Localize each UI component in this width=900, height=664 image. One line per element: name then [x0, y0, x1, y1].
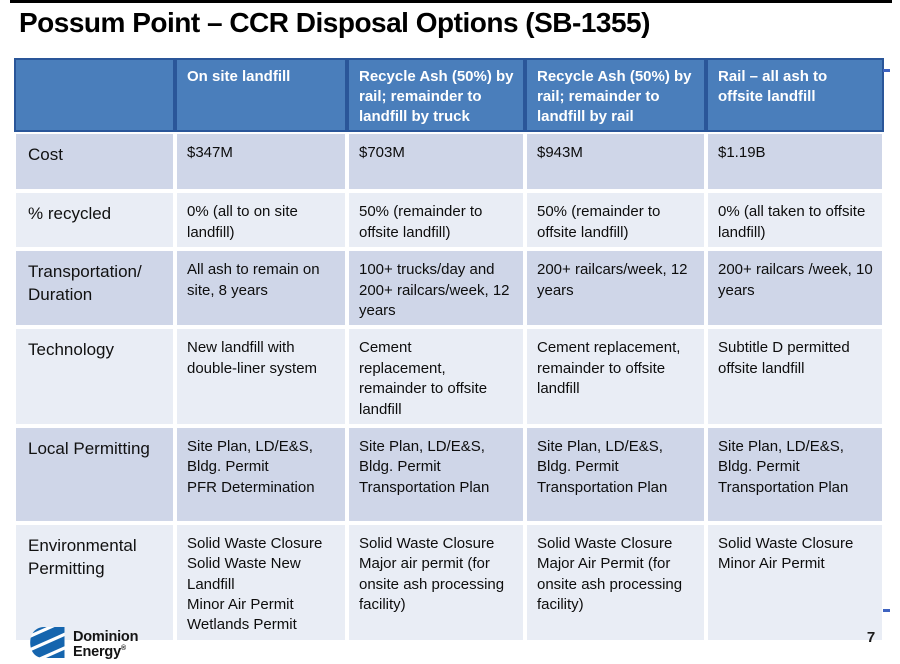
table-cell: 200+ railcars /week, 10 years — [706, 249, 884, 328]
table-cell: $703M — [347, 132, 525, 192]
table-row-recycled: % recycled 0% (all to on site landfill) … — [14, 191, 884, 250]
disposal-options-table: On site landfill Recycle Ash (50%) by ra… — [14, 58, 884, 642]
table-row-technology: Technology New landfill with double-line… — [14, 327, 884, 426]
table-cell: $347M — [175, 132, 347, 192]
table-cell: Subtitle D permitted offsite landfill — [706, 327, 884, 426]
table-cell: Solid Waste Closure Minor Air Permit — [706, 522, 884, 642]
dominion-energy-logo: Dominion Energy® — [29, 626, 138, 664]
table-cell: 50% (remainder to offsite landfill) — [525, 191, 706, 250]
table-cell: Site Plan, LD/E&S, Bldg. Permit PFR Dete… — [175, 425, 347, 523]
table-cell: Site Plan, LD/E&S, Bldg. Permit Transpor… — [347, 425, 525, 523]
column-header-recycle-truck: Recycle Ash (50%) by rail; remainder to … — [347, 58, 525, 133]
column-header-recycle-rail: Recycle Ash (50%) by rail; remainder to … — [525, 58, 706, 133]
row-label: Technology — [14, 327, 175, 426]
row-label: Local Permitting — [14, 425, 175, 523]
column-header-blank — [14, 58, 175, 133]
page-number: 7 — [866, 629, 876, 646]
column-header-rail-all: Rail – all ash to offsite landfill — [706, 58, 884, 133]
table-cell: Cement replacement, remainder to offsite… — [347, 327, 525, 426]
table-cell: $943M — [525, 132, 706, 192]
top-border-rule — [10, 0, 892, 3]
table-cell: $1.19B — [706, 132, 884, 192]
table-cell: Cement replacement, remainder to offsite… — [525, 327, 706, 426]
table-cell: Solid Waste Closure Solid Waste New Land… — [175, 522, 347, 642]
table-cell: 0% (all to on site landfill) — [175, 191, 347, 250]
dominion-energy-wordmark: Dominion Energy® — [73, 629, 139, 660]
table-row-cost: Cost $347M $703M $943M $1.19B — [14, 132, 884, 192]
table-cell: 100+ trucks/day and 200+ railcars/week, … — [347, 249, 525, 328]
row-label: Transportation/ Duration — [14, 249, 175, 328]
table-cell: Solid Waste Closure Major Air Permit (fo… — [525, 522, 706, 642]
page-title: Possum Point – CCR Disposal Options (SB-… — [19, 7, 650, 38]
table-row-environmental-permitting: Environmental Permitting Solid Waste Clo… — [14, 522, 884, 642]
table-cell: 50% (remainder to offsite landfill) — [347, 191, 525, 250]
row-label: Environmental Permitting — [14, 522, 175, 642]
table-cell: 0% (all taken to offsite landfill) — [706, 191, 884, 250]
table-header-row: On site landfill Recycle Ash (50%) by ra… — [14, 58, 884, 133]
selection-handle-dash — [883, 609, 890, 612]
table-row-local-permitting: Local Permitting Site Plan, LD/E&S, Bldg… — [14, 425, 884, 523]
table-cell: 200+ railcars/week, 12 years — [525, 249, 706, 328]
registered-trademark: ® — [120, 645, 126, 653]
column-header-onsite-landfill: On site landfill — [175, 58, 347, 133]
row-label: % recycled — [14, 191, 175, 250]
table-cell: Site Plan, LD/E&S, Bldg. Permit Transpor… — [706, 425, 884, 523]
table-cell: All ash to remain on site, 8 years — [175, 249, 347, 328]
selection-handle-dash — [883, 69, 890, 72]
table-row-transportation: Transportation/ Duration All ash to rema… — [14, 249, 884, 328]
table-cell: Solid Waste Closure Major air permit (fo… — [347, 522, 525, 642]
row-label: Cost — [14, 132, 175, 192]
table-cell: New landfill with double-liner system — [175, 327, 347, 426]
dominion-energy-logo-icon — [29, 626, 66, 664]
table-cell: Site Plan, LD/E&S, Bldg. Permit Transpor… — [525, 425, 706, 523]
